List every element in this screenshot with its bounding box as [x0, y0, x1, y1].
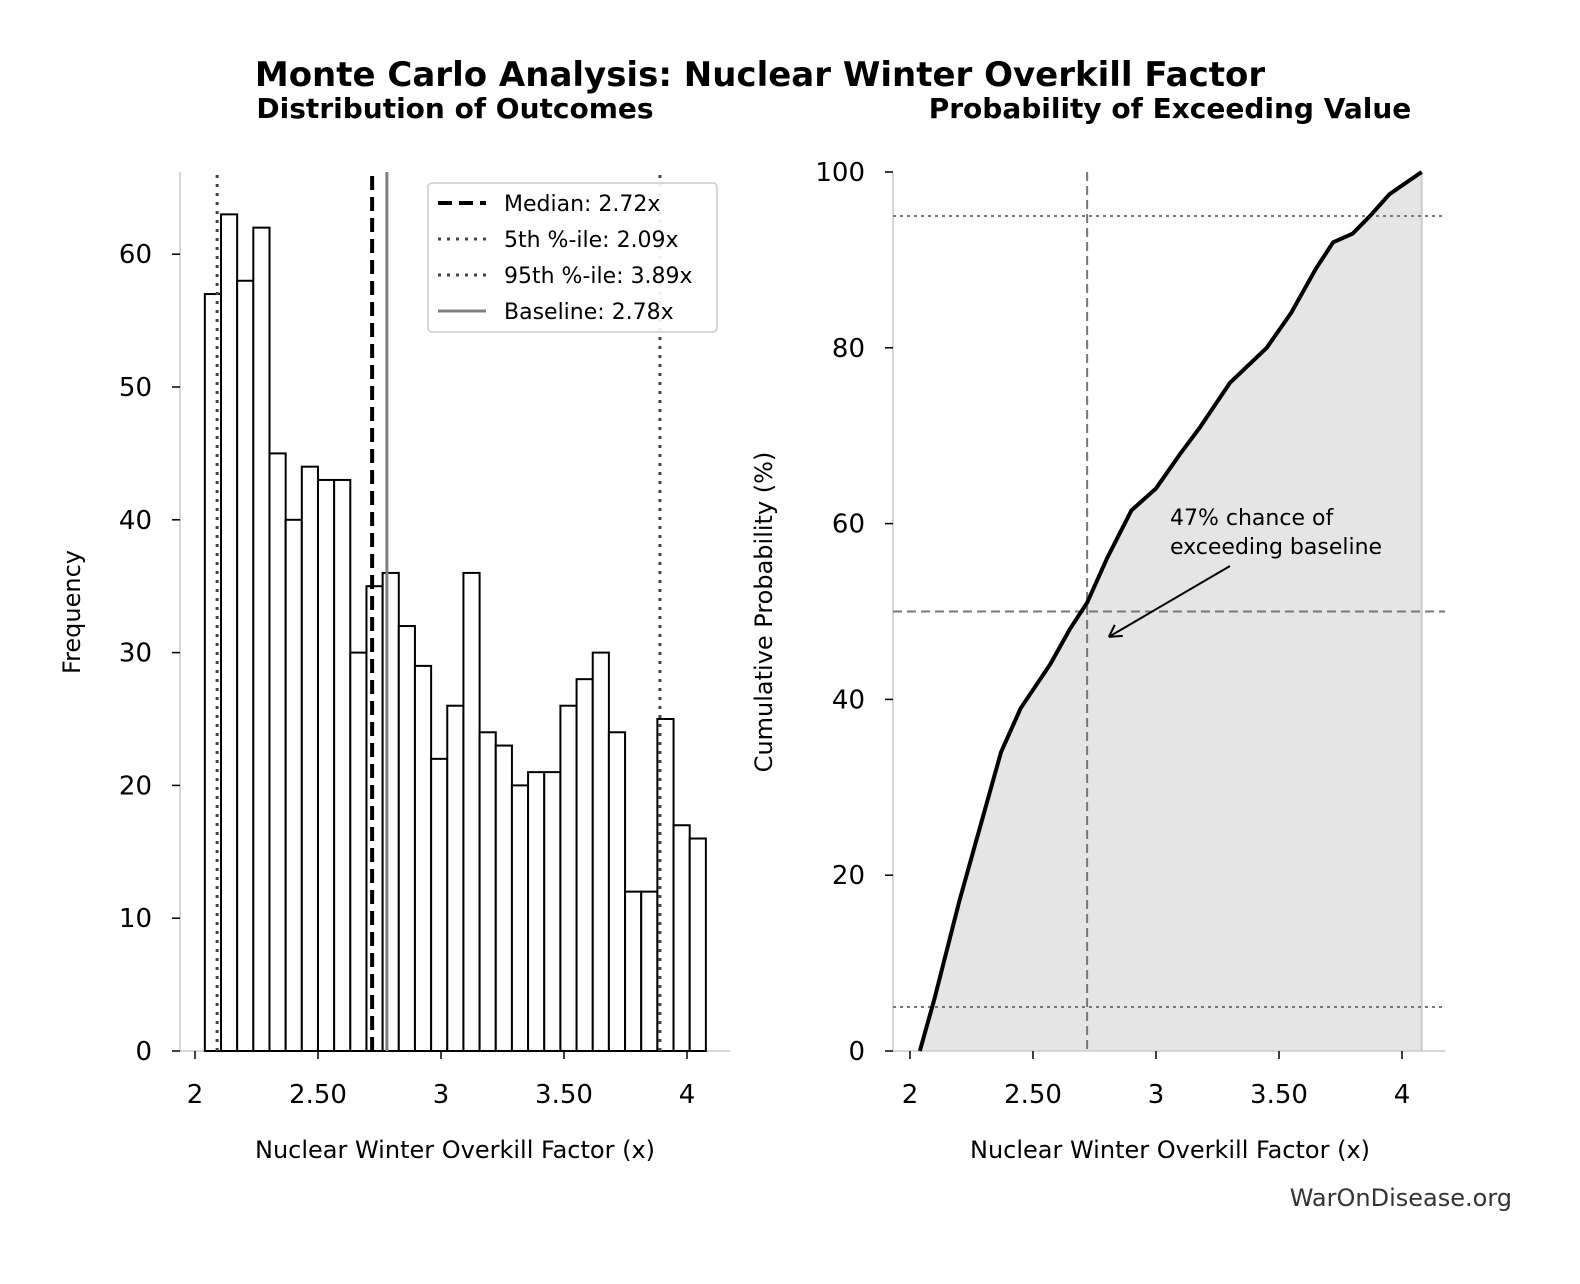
y-tick-label: 40 — [832, 685, 865, 715]
x-tick-label: 2.50 — [1004, 1080, 1062, 1110]
y-tick-label: 100 — [815, 158, 865, 188]
histogram-bar — [300, 465, 319, 1052]
histogram-bar — [365, 585, 384, 1052]
histogram-bar — [316, 478, 336, 1052]
y-tick-label: 30 — [119, 639, 152, 669]
histogram-bar — [543, 771, 562, 1052]
histogram-bar — [478, 731, 497, 1053]
legend-label: Median: 2.72x — [504, 192, 660, 217]
histogram-bar — [446, 704, 465, 1052]
x-tick-label: 2 — [187, 1080, 204, 1110]
legend-label: Baseline: 2.78x — [504, 300, 674, 325]
histogram-bar — [624, 890, 643, 1053]
area-fill — [919, 172, 1422, 1051]
histogram-bar — [575, 678, 594, 1052]
histogram-bar — [268, 452, 287, 1052]
x-tick-label: 4 — [1394, 1080, 1411, 1110]
legend-label: 95th %-ile: 3.89x — [504, 264, 693, 289]
histogram-bar — [656, 718, 675, 1052]
x-tick-label: 4 — [679, 1080, 696, 1110]
y-tick-label: 60 — [119, 240, 152, 270]
histogram-bar — [252, 226, 271, 1052]
x-tick-label: 3 — [433, 1080, 450, 1110]
histogram-bar — [607, 731, 627, 1053]
histogram-bar — [510, 784, 530, 1053]
histogram-bar — [462, 571, 481, 1052]
y-tick-label: 50 — [119, 373, 152, 403]
legend-label: 5th %-ile: 2.09x — [504, 228, 679, 253]
annotation-arrowhead — [1107, 624, 1123, 638]
y-tick-label: 40 — [119, 506, 152, 536]
histogram-bar — [397, 625, 416, 1052]
x-tick-label: 3.50 — [1250, 1080, 1308, 1110]
histogram-bar — [559, 704, 578, 1052]
right-xlabel: Nuclear Winter Overkill Factor (x) — [970, 1136, 1370, 1164]
annotation-line-2: exceeding baseline — [1170, 535, 1382, 560]
histogram-bar — [527, 771, 546, 1052]
annotation-line-1: 47% chance of — [1170, 506, 1334, 531]
x-tick-label: 3.50 — [535, 1080, 593, 1110]
histogram-bar — [591, 651, 610, 1052]
y-tick-label: 10 — [119, 904, 152, 934]
cumulative-curve — [917, 170, 1423, 1052]
legend: Median: 2.72x 5th %-ile: 2.09x 95th %-ile:… — [427, 182, 718, 333]
x-tick-label: 3 — [1148, 1080, 1165, 1110]
figure-title: Monte Carlo Analysis: Nuclear Winter Ove… — [255, 55, 1266, 95]
annotation-arrow — [1108, 565, 1231, 638]
histogram-bar — [349, 651, 368, 1052]
y-tick-label: 0 — [135, 1037, 152, 1067]
watermark: WarOnDisease.org — [1290, 1184, 1512, 1212]
histogram-bar — [688, 837, 707, 1053]
y-tick-label: 20 — [832, 861, 865, 891]
histogram-bar — [413, 664, 433, 1052]
left-xlabel: Nuclear Winter Overkill Factor (x) — [255, 1136, 655, 1164]
histogram-bar — [284, 518, 303, 1052]
histogram-bar — [672, 824, 691, 1052]
histogram-bar — [220, 213, 239, 1053]
y-tick-label: 0 — [848, 1037, 865, 1067]
left-chart-title: Distribution of Outcomes — [256, 92, 653, 125]
histogram-bar — [430, 757, 449, 1053]
y-tick-label: 20 — [119, 771, 152, 801]
histogram-bar — [640, 890, 659, 1053]
right-chart-title: Probability of Exceeding Value — [929, 92, 1412, 125]
histogram-bar — [333, 478, 352, 1052]
left-ylabel: Frequency — [58, 550, 86, 674]
y-tick-label: 60 — [832, 510, 865, 540]
x-tick-label: 2 — [902, 1080, 919, 1110]
histogram-bar — [381, 571, 400, 1052]
right-ylabel: Cumulative Probability (%) — [750, 452, 778, 773]
histogram-bar — [236, 279, 255, 1052]
x-tick-label: 2.50 — [289, 1080, 347, 1110]
y-tick-label: 80 — [832, 334, 865, 364]
histogram-bar — [494, 744, 513, 1052]
legend-box — [427, 182, 718, 333]
